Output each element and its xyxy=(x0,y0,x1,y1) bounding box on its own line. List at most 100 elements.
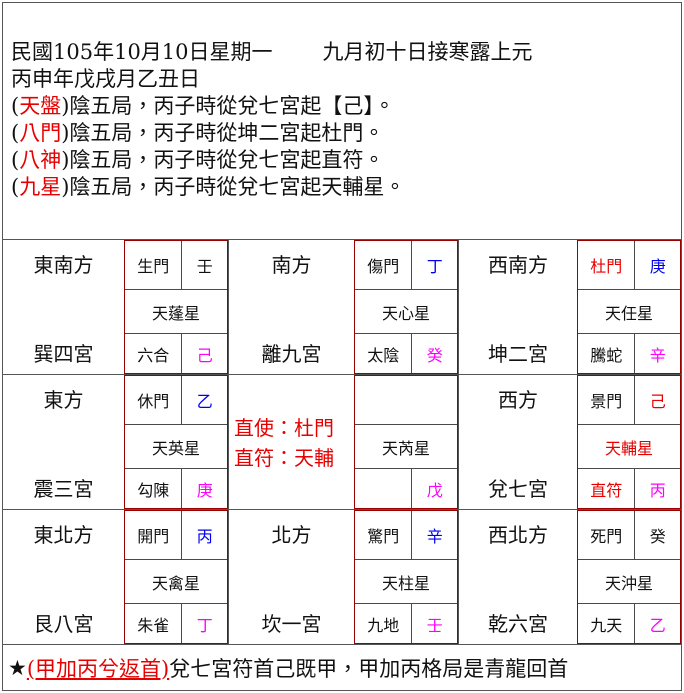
config-line-jiuxing: (九星)陰五局，丙子時從兌七宮起天輔星。 xyxy=(11,174,675,201)
deity-cell-empty xyxy=(355,469,411,508)
door-cell: 休門 xyxy=(137,392,170,412)
palace-name: 震三宮 xyxy=(33,477,94,501)
config-line-bashen: (八神)陰五局，丙子時從兌七宮起直符。 xyxy=(11,147,675,174)
gregorian-date: 民國105年10月10日星期一 xyxy=(11,40,273,64)
star-cell: 天禽星 xyxy=(151,573,200,593)
palace-labels: 南方 離九宮 xyxy=(229,240,354,374)
earth-stem-cell: 癸 xyxy=(411,334,457,373)
deity-cell: 九天 xyxy=(590,615,623,635)
palace-labels: 西南方 坤二宮 xyxy=(459,240,577,374)
palace-labels: 西北方 乾六宮 xyxy=(459,510,577,644)
date-line: 民國105年10月10日星期一 九月初十日接寒露上元 xyxy=(11,39,675,66)
earth-stem-cell: 乙 xyxy=(634,604,680,643)
palace-subtable: 驚門 辛 天柱星 九地 壬 xyxy=(354,510,458,644)
door-cell: 驚門 xyxy=(367,527,400,547)
ganzhi-line: 丙申年戊戌月乙丑日 xyxy=(11,67,200,91)
heaven-stem-cell: 癸 xyxy=(634,511,680,560)
palace-name: 兌七宮 xyxy=(488,477,548,501)
star-cell: 天柱星 xyxy=(381,573,430,593)
deity-cell: 直符 xyxy=(590,480,623,500)
heaven-stem-cell: 丙 xyxy=(181,511,227,560)
earth-stem-cell: 庚 xyxy=(181,469,227,508)
config-tag: 九星 xyxy=(19,175,62,199)
palace-name: 坤二宮 xyxy=(488,342,548,366)
palace-kan-1: 北方 坎一宮 驚門 辛 天柱星 九地 壬 xyxy=(228,509,458,644)
direction-label: 北方 xyxy=(271,523,312,547)
heaven-stem-cell: 辛 xyxy=(411,511,457,560)
config-tag: 八門 xyxy=(19,121,62,145)
paren: ) xyxy=(61,94,70,118)
paren: ( xyxy=(11,148,20,172)
palace-labels: 東方 震三宮 xyxy=(3,375,124,509)
palace-li-9: 南方 離九宮 傷門 丁 天心星 太陰 癸 xyxy=(228,239,458,374)
config-text: 陰五局，丙子時從兌七宮起天輔星。 xyxy=(69,175,406,199)
palace-labels: 東北方 艮八宮 xyxy=(3,510,124,644)
palace-subtable: 杜門 庚 天任星 騰蛇 辛 xyxy=(577,240,681,374)
door-cell-empty xyxy=(355,376,457,424)
paren: ( xyxy=(11,175,20,199)
palace-xun-4: 東南方 巽四宮 生門 壬 天蓬星 六合 己 xyxy=(3,239,228,374)
palace-subtable: 天芮星 戊 xyxy=(354,375,458,509)
heaven-stem-cell: 庚 xyxy=(634,241,680,290)
door-cell: 傷門 xyxy=(367,257,400,277)
header-info: 民國105年10月10日星期一 九月初十日接寒露上元 丙申年戊戌月乙丑日 (天盤)… xyxy=(3,3,681,239)
deity-cell: 騰蛇 xyxy=(590,345,623,365)
deity-cell: 太陰 xyxy=(367,345,400,365)
heaven-stem-cell: 乙 xyxy=(181,376,227,425)
heaven-stem-cell: 己 xyxy=(634,376,680,425)
star-icon: ★ xyxy=(8,655,27,680)
palace-subtable: 休門 乙 天英星 勾陳 庚 xyxy=(124,375,228,509)
door-cell: 杜門 xyxy=(590,257,623,277)
duty-chief-labels: 直使：杜門 直符：天輔 xyxy=(229,375,354,509)
config-text: 陰五局，丙子時從兌七宮起直符。 xyxy=(69,148,385,172)
config-text: 陰五局，丙子時從坤二宮起杜門。 xyxy=(69,121,385,145)
palace-dui-7: 西方 兌七宮 景門 己 天輔星 直符 丙 xyxy=(458,374,681,509)
star-cell: 天輔星 xyxy=(604,438,653,458)
paren: ( xyxy=(11,94,20,118)
star-cell: 天沖星 xyxy=(604,573,653,593)
deity-cell: 朱雀 xyxy=(137,615,170,635)
door-cell: 生門 xyxy=(137,257,170,277)
footnote-text: 兌七宮符首己既甲，甲加丙格局是青龍回首 xyxy=(169,656,569,681)
palace-zhen-3: 東方 震三宮 休門 乙 天英星 勾陳 庚 xyxy=(3,374,228,509)
earth-stem-cell: 己 xyxy=(181,334,227,373)
palace-name: 乾六宮 xyxy=(488,612,548,636)
config-line-tianpan: (天盤)陰五局，丙子時從兌七宮起【己】。 xyxy=(11,93,675,120)
star-cell: 天芮星 xyxy=(381,438,430,458)
direction-label: 東南方 xyxy=(33,253,94,277)
palace-name: 坎一宮 xyxy=(261,612,322,636)
earth-stem-cell: 丙 xyxy=(634,469,680,508)
earth-stem-cell: 丁 xyxy=(181,604,227,643)
pattern-name: (甲加丙兮返首) xyxy=(26,656,170,681)
direction-label: 東方 xyxy=(43,388,84,412)
palace-center: 直使：杜門 直符：天輔 天芮星 戊 xyxy=(228,374,458,509)
zhifu-line: 直符：天輔 xyxy=(234,446,334,470)
palace-labels: 西方 兌七宮 xyxy=(459,375,577,509)
paren: ) xyxy=(61,148,70,172)
heaven-stem-cell: 壬 xyxy=(181,241,227,290)
door-cell: 景門 xyxy=(590,392,623,412)
config-text: 陰五局，丙子時從兌七宮起【己】。 xyxy=(69,94,395,118)
palace-subtable: 死門 癸 天沖星 九天 乙 xyxy=(577,510,681,644)
palace-subtable: 生門 壬 天蓬星 六合 己 xyxy=(124,240,228,374)
palace-gen-8: 東北方 艮八宮 開門 丙 天禽星 朱雀 丁 xyxy=(3,509,228,644)
paren: ) xyxy=(61,121,70,145)
star-cell: 天蓬星 xyxy=(151,303,200,323)
direction-label: 西北方 xyxy=(488,523,548,547)
earth-stem-cell: 戊 xyxy=(411,469,457,508)
deity-cell: 勾陳 xyxy=(137,480,170,500)
palace-labels: 北方 坎一宮 xyxy=(229,510,354,644)
direction-label: 西方 xyxy=(498,388,538,412)
config-tag: 八神 xyxy=(19,148,62,172)
lunar-solar-term: 九月初十日接寒露上元 xyxy=(322,40,533,64)
paren: ) xyxy=(61,175,70,199)
direction-label: 西南方 xyxy=(488,253,548,277)
paren: ( xyxy=(11,121,20,145)
config-tag: 天盤 xyxy=(19,94,62,118)
palace-subtable: 開門 丙 天禽星 朱雀 丁 xyxy=(124,510,228,644)
palace-name: 巽四宮 xyxy=(33,342,94,366)
star-cell: 天英星 xyxy=(151,438,200,458)
config-line-bamen: (八門)陰五局，丙子時從坤二宮起杜門。 xyxy=(11,120,675,147)
palace-qian-6: 西北方 乾六宮 死門 癸 天沖星 九天 乙 xyxy=(458,509,681,644)
